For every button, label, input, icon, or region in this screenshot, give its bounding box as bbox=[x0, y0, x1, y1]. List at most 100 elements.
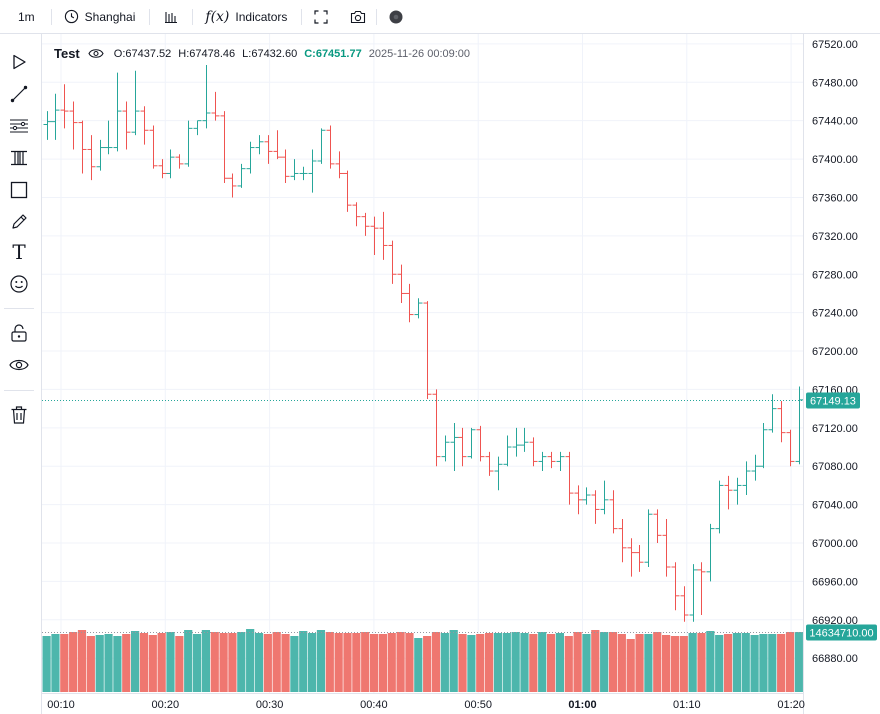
volume-bar bbox=[573, 632, 582, 692]
bar-style-button[interactable] bbox=[150, 0, 192, 34]
volume-bar bbox=[715, 635, 724, 692]
volume-bar bbox=[86, 636, 95, 692]
ohlc-bar bbox=[397, 264, 406, 304]
trend-line-icon bbox=[10, 85, 28, 103]
ohlc-bar bbox=[405, 283, 414, 323]
volume-bar bbox=[369, 634, 379, 692]
trend-line-tool[interactable] bbox=[4, 79, 34, 109]
volume-bar bbox=[688, 633, 697, 692]
volume-bar bbox=[670, 636, 680, 692]
volume-bar bbox=[290, 636, 299, 692]
ohlc-bar bbox=[78, 120, 87, 174]
volume-bar bbox=[538, 632, 547, 692]
volume-bar bbox=[423, 636, 432, 692]
volume-bar bbox=[635, 634, 644, 692]
volume-bar bbox=[69, 632, 78, 692]
ohlc-bar bbox=[432, 389, 441, 467]
volume-bar bbox=[653, 632, 662, 692]
ohlc-bar bbox=[547, 451, 556, 469]
last-price-badge: 67149.13 bbox=[806, 392, 860, 409]
ohlc-bar bbox=[122, 101, 131, 150]
sidebar-divider bbox=[4, 390, 34, 391]
interval-button[interactable]: 1m bbox=[0, 0, 51, 34]
symbol-name[interactable]: Test bbox=[54, 46, 80, 61]
fullscreen-button[interactable] bbox=[302, 0, 340, 34]
text-icon: T bbox=[12, 240, 26, 264]
ohlc-bar bbox=[467, 427, 476, 459]
volume-bar bbox=[201, 630, 210, 692]
volume-bar bbox=[697, 633, 706, 692]
volume-bar bbox=[414, 638, 423, 692]
ohlc-bar bbox=[724, 475, 733, 510]
volume-bar bbox=[759, 634, 768, 692]
ohlc-bar bbox=[423, 301, 432, 400]
volume-bar bbox=[529, 634, 538, 692]
volume-bar bbox=[308, 633, 317, 692]
price-tick-label: 67280.00 bbox=[812, 269, 858, 281]
last-price-value: 67149.13 bbox=[810, 396, 856, 408]
series-visibility-toggle[interactable] bbox=[88, 48, 104, 59]
rectangle-tool[interactable] bbox=[4, 175, 34, 205]
price-tick-label: 67320.00 bbox=[812, 231, 858, 243]
ohlc-bar bbox=[529, 437, 538, 467]
ohlc-bar bbox=[96, 139, 105, 171]
volume-bar bbox=[626, 639, 635, 692]
sidebar-divider bbox=[4, 308, 34, 309]
ohlc-bar bbox=[379, 211, 388, 260]
ohlc-bar bbox=[281, 149, 290, 184]
remove-drawings-tool[interactable] bbox=[4, 400, 34, 430]
ohlc-bar bbox=[777, 400, 786, 443]
text-tool[interactable]: T bbox=[4, 237, 34, 267]
chart-grid bbox=[42, 34, 803, 693]
volume-bar bbox=[95, 635, 104, 692]
ohlc-bar bbox=[175, 154, 184, 169]
price-tick-label: 67440.00 bbox=[812, 116, 858, 128]
ohlc-bar bbox=[689, 564, 698, 622]
fib-tool[interactable] bbox=[4, 111, 34, 141]
patterns-tool[interactable] bbox=[4, 143, 34, 173]
emoji-tool[interactable] bbox=[4, 269, 34, 299]
ohlc-bar bbox=[538, 451, 547, 472]
ohlc-bar bbox=[503, 435, 512, 467]
cursor-tool[interactable] bbox=[4, 47, 34, 77]
rectangle-icon bbox=[10, 181, 28, 199]
volume-bar bbox=[184, 630, 193, 692]
ohlc-bar bbox=[733, 477, 742, 505]
volume-bar bbox=[254, 633, 264, 692]
volume-bar bbox=[777, 634, 786, 692]
ohlc-bar bbox=[512, 427, 521, 457]
time-tick-label: 00:40 bbox=[360, 699, 388, 711]
volume-bar bbox=[42, 636, 51, 692]
ohlc-bar bbox=[485, 451, 494, 476]
ohlc-bar bbox=[184, 120, 193, 167]
patterns-icon bbox=[11, 150, 27, 166]
ohlc-bar bbox=[326, 125, 335, 169]
ohlc-bar bbox=[680, 586, 689, 622]
theme-button[interactable] bbox=[377, 0, 415, 34]
volume-bar bbox=[555, 633, 564, 692]
volume-bar bbox=[263, 634, 272, 692]
screenshot-button[interactable] bbox=[340, 0, 376, 34]
time-tick-label: 00:20 bbox=[152, 699, 180, 711]
volume-bar bbox=[511, 632, 520, 692]
indicators-button[interactable]: f(x) Indicators bbox=[193, 0, 301, 34]
ohlc-bar bbox=[520, 427, 529, 452]
timezone-button[interactable]: Shanghai bbox=[52, 0, 150, 34]
series-legend: Test O:67437.52 H:67478.46 L:67432.60 C:… bbox=[54, 46, 477, 61]
lock-tool[interactable] bbox=[4, 318, 34, 348]
ohlc-bar bbox=[166, 149, 175, 179]
ohlc-bar bbox=[388, 240, 397, 284]
volume-bar bbox=[458, 634, 467, 692]
ohlc-bar bbox=[211, 91, 220, 121]
volume-bar bbox=[591, 630, 600, 692]
toolbar-divider bbox=[50, 8, 52, 25]
hide-drawings-tool[interactable] bbox=[4, 350, 34, 380]
price-tick-label: 67200.00 bbox=[812, 346, 858, 358]
ohlc-bar bbox=[644, 509, 653, 568]
ohlc-bar bbox=[299, 166, 308, 181]
price-tick-label: 67480.00 bbox=[812, 77, 858, 89]
cursor-arrow-icon bbox=[13, 54, 26, 70]
brush-tool[interactable] bbox=[4, 207, 34, 237]
ohlc-bar bbox=[627, 538, 636, 577]
